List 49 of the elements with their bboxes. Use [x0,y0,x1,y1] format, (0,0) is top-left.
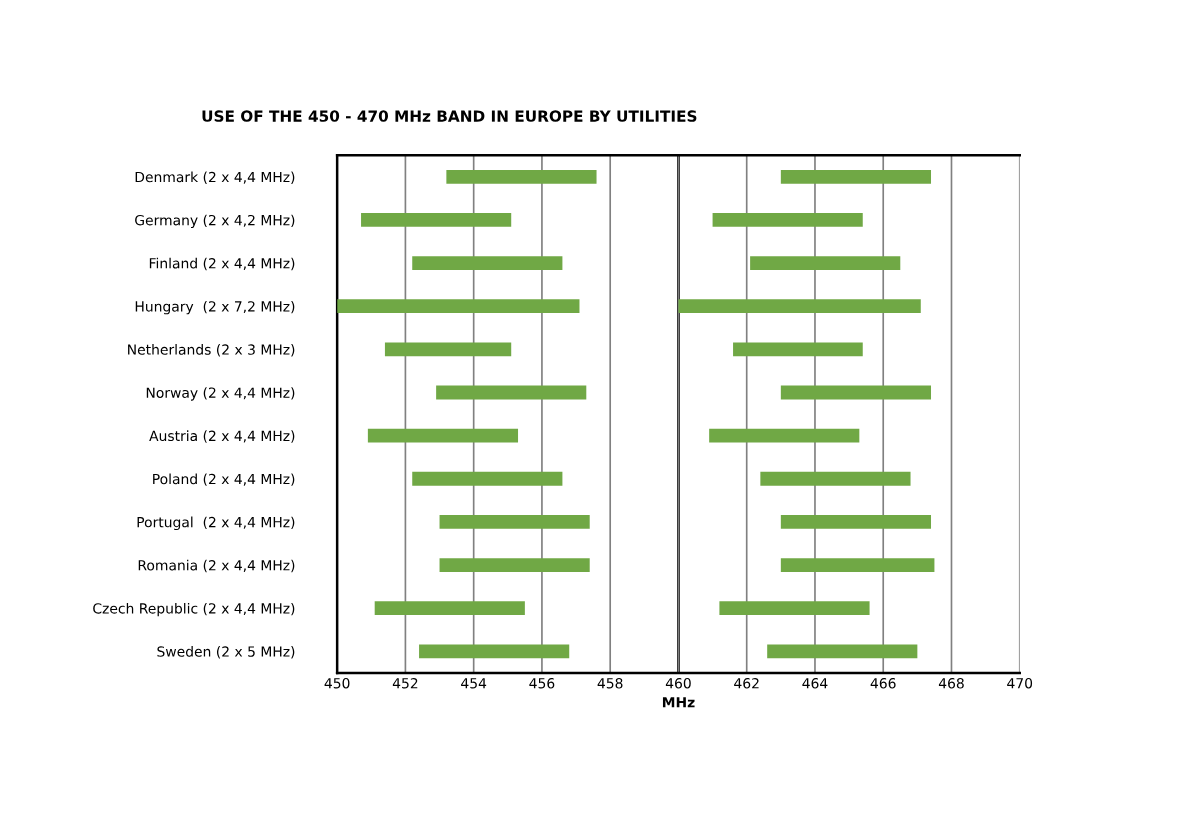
x-tick-label: 466 [870,677,896,689]
bar [750,256,901,270]
y-tick-label: Austria (2 x 4,4 MHz) [149,430,295,443]
y-tick-label: Finland (2 x 4,4 MHz) [149,257,295,271]
y-tick-label: Germany (2 x 4,2 MHz) [135,214,295,229]
x-tick-label: 460 [665,677,691,689]
x-tick-label: 464 [802,677,828,689]
bar [760,471,911,486]
bar [678,299,921,314]
x-tick-label: 462 [734,677,759,689]
chart-title: USE OF THE 450 - 470 MHz BAND IN EUROPE BY UTILITIES [202,110,697,122]
x-tick-label: 458 [597,677,623,689]
bar [439,558,590,572]
bar [337,299,580,314]
y-tick-label: Netherlands (2 x 3 MHz) [128,344,295,357]
y-tick-label: Romania (2 x 4,4 MHz) [138,559,295,573]
x-tick-label: 468 [938,677,964,689]
y-tick-label: Portugal (2 x 4,4 MHz) [137,516,295,531]
y-tick-label: Poland (2 x 4,4 MHz) [153,473,295,486]
y-tick-label: Hungary (2 x 7,2 MHz) [135,300,295,315]
x-tick-label: 470 [1007,677,1033,689]
bar [767,644,918,659]
bar [439,514,590,529]
x-axis-title: MHz [662,697,695,708]
y-tick-label: Norway (2 x 4,4 MHz) [146,387,295,401]
bar [412,256,563,270]
x-tick-label: 452 [392,677,418,689]
x-tick-label: 454 [461,678,487,689]
bar [419,644,570,659]
x-tick-label: 456 [529,677,555,689]
y-tick-label: Sweden (2 x 5 MHz) [157,646,295,659]
bar [780,169,932,184]
bar [412,471,563,486]
bar [436,385,587,400]
bar [780,514,932,529]
bar [709,428,860,443]
bar [780,385,932,400]
y-tick-label: Czech Republic (2 x 4,4 MHz) [93,602,295,617]
bar [367,428,519,443]
bar [384,342,512,357]
bar [446,169,597,184]
bar [719,601,870,616]
bar [780,558,935,572]
bar [361,213,512,227]
y-tick-label: Denmark (2 x 4,4 MHz) [135,171,295,184]
bar [712,213,863,227]
x-tick-label: 450 [324,677,350,689]
bar [374,601,525,616]
bar [733,342,863,357]
